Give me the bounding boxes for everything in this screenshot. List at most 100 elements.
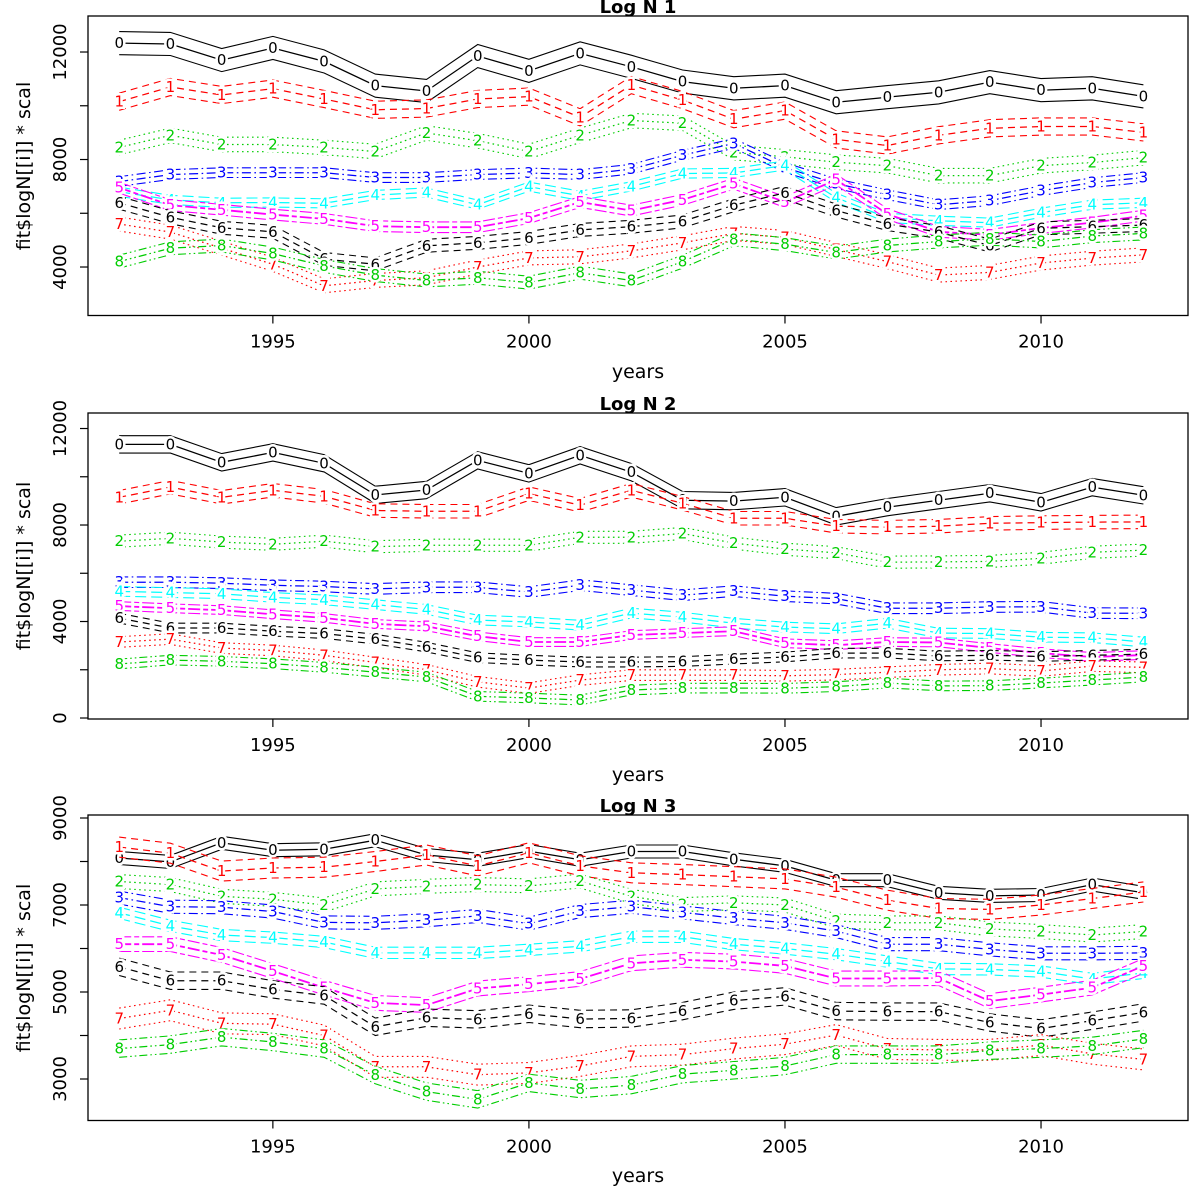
plot3-title: Log N 3 bbox=[600, 796, 677, 817]
series-8-point-label: 8 bbox=[217, 652, 227, 670]
series-5-point-label: 5 bbox=[114, 179, 124, 197]
series-1-line bbox=[119, 486, 1144, 528]
y-tick-label: 5000 bbox=[50, 969, 71, 1015]
series-8-point-label: 8 bbox=[1087, 227, 1097, 245]
series-4-ci-line bbox=[119, 906, 1144, 974]
series-6-point-label: 6 bbox=[166, 972, 176, 990]
series-4-ci-line bbox=[119, 917, 1144, 986]
series-1-point-label: 1 bbox=[883, 518, 893, 536]
series-3-point-label: 3 bbox=[371, 169, 381, 187]
series-7-point-label: 7 bbox=[934, 266, 944, 284]
series-5-point-label: 5 bbox=[524, 209, 534, 227]
series-0-point-label: 0 bbox=[524, 62, 534, 80]
series-2-point-label: 2 bbox=[780, 540, 790, 558]
series-5-point-label: 5 bbox=[831, 636, 841, 654]
series-2-point-label: 2 bbox=[985, 167, 995, 185]
series-5-point-label: 5 bbox=[422, 218, 432, 236]
series-6-ci-line bbox=[119, 612, 1144, 658]
series-5-point-label: 5 bbox=[780, 193, 790, 211]
series-2-ci-line bbox=[119, 526, 1144, 557]
x-tick-label: 1995 bbox=[250, 332, 296, 353]
series-6-point-label: 6 bbox=[575, 1010, 585, 1028]
series-1-point-label: 1 bbox=[678, 494, 688, 512]
plot2-xlabel: years bbox=[612, 764, 664, 786]
series-8-point-label: 8 bbox=[678, 679, 688, 697]
series-5-point-label: 5 bbox=[371, 994, 381, 1012]
series-6-point-label: 6 bbox=[985, 237, 995, 255]
series-6-ci-line bbox=[119, 974, 1144, 1038]
series-8-ci-line bbox=[119, 1027, 1144, 1092]
series-3-point-label: 3 bbox=[319, 578, 329, 596]
series-1-point-label: 1 bbox=[985, 119, 995, 137]
series-0-point-label: 0 bbox=[780, 857, 790, 875]
series-0-point-label: 0 bbox=[575, 44, 585, 62]
series-1-ci-line bbox=[119, 93, 1144, 155]
series-1-ci-line bbox=[119, 836, 1144, 900]
series-0-point-label: 0 bbox=[831, 93, 841, 111]
series-1-point-label: 1 bbox=[1139, 123, 1149, 141]
series-1-point-label: 1 bbox=[371, 502, 381, 520]
series-4-point-label: 4 bbox=[934, 624, 944, 642]
series-3-point-label: 3 bbox=[422, 169, 432, 187]
series-0-point-label: 0 bbox=[1139, 884, 1149, 902]
series-3-point-label: 3 bbox=[422, 911, 432, 929]
series-8-point-label: 8 bbox=[1087, 1037, 1097, 1055]
series-2-point-label: 2 bbox=[114, 873, 124, 891]
series-6-point-label: 6 bbox=[627, 653, 637, 671]
series-8-point-label: 8 bbox=[934, 232, 944, 250]
series-2-point-label: 2 bbox=[524, 142, 534, 160]
series-6-point-label: 6 bbox=[217, 619, 227, 637]
series-4-point-label: 4 bbox=[729, 614, 739, 632]
series-4-point-label: 4 bbox=[371, 596, 381, 614]
series-2-point-label: 2 bbox=[1036, 923, 1046, 941]
series-7-point-label: 7 bbox=[268, 641, 278, 659]
series-0-ci-line bbox=[119, 435, 1144, 509]
series-8-point-label: 8 bbox=[166, 239, 176, 257]
series-8-point-label: 8 bbox=[985, 1042, 995, 1060]
series-8-point-label: 8 bbox=[371, 1066, 381, 1084]
series-5-point-label: 5 bbox=[268, 605, 278, 623]
series-0-point-label: 0 bbox=[422, 481, 432, 499]
series-2-point-label: 2 bbox=[1036, 549, 1046, 567]
series-3-point-label: 3 bbox=[627, 160, 637, 178]
series-3-point-label: 3 bbox=[780, 159, 790, 177]
series-5-point-label: 5 bbox=[217, 201, 227, 219]
series-4-point-label: 4 bbox=[627, 604, 637, 622]
series-5-ci-line bbox=[119, 936, 1144, 999]
series-5-point-label: 5 bbox=[268, 962, 278, 980]
series-2-ci-line bbox=[119, 538, 1144, 569]
series-5-point-label: 5 bbox=[934, 969, 944, 987]
series-5-point-label: 5 bbox=[1139, 957, 1149, 975]
series-1-point-label: 1 bbox=[524, 485, 534, 503]
series-8-point-label: 8 bbox=[575, 264, 585, 282]
series-1-ci-line bbox=[119, 75, 1144, 138]
series-1-point-label: 1 bbox=[627, 864, 637, 882]
series-7-point-label: 7 bbox=[1139, 246, 1149, 264]
series-4-point-label: 4 bbox=[831, 620, 841, 638]
series-1-point-label: 1 bbox=[114, 93, 124, 111]
series-6-point-label: 6 bbox=[371, 255, 381, 273]
series-6-point-label: 6 bbox=[883, 1003, 893, 1021]
series-6-point-label: 6 bbox=[217, 972, 227, 990]
series-3-point-label: 3 bbox=[422, 578, 432, 596]
series-4-point-label: 4 bbox=[985, 960, 995, 978]
series-0-point-label: 0 bbox=[780, 488, 790, 506]
series-1-point-label: 1 bbox=[678, 866, 688, 884]
series-3-point-label: 3 bbox=[524, 915, 534, 933]
series-4-point-label: 4 bbox=[1087, 970, 1097, 988]
series-2-point-label: 2 bbox=[575, 872, 585, 890]
series-6-point-label: 6 bbox=[1087, 1012, 1097, 1030]
series-4-point-label: 4 bbox=[319, 933, 329, 951]
series-0-point-label: 0 bbox=[268, 841, 278, 859]
series-1-line bbox=[119, 846, 1144, 911]
series-8-point-label: 8 bbox=[524, 689, 534, 707]
series-1-point-label: 1 bbox=[114, 488, 124, 506]
series-4-ci-line bbox=[119, 585, 1144, 638]
series-5-point-label: 5 bbox=[627, 202, 637, 220]
series-0-point-label: 0 bbox=[166, 435, 176, 453]
series-5-point-label: 5 bbox=[985, 226, 995, 244]
series-6-point-label: 6 bbox=[729, 992, 739, 1010]
series-1-point-label: 1 bbox=[575, 857, 585, 875]
series-7-point-label: 7 bbox=[934, 661, 944, 679]
series-6-point-label: 6 bbox=[422, 237, 432, 255]
